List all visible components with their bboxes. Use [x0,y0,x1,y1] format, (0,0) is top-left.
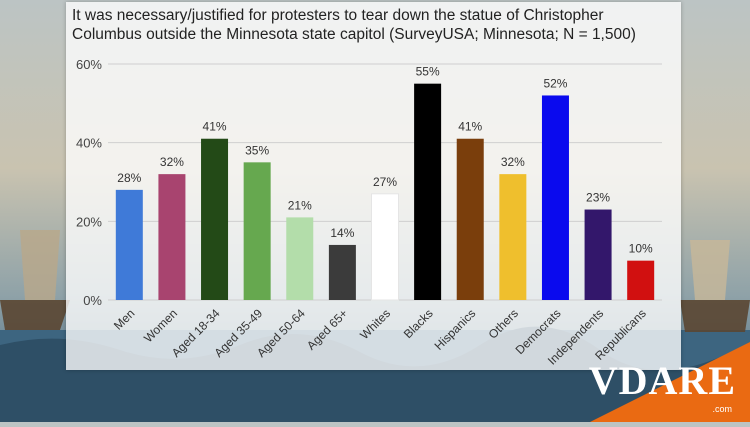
value-label: 41% [203,120,227,134]
bar-men [115,189,143,300]
bar-aged-35-49 [243,162,271,300]
bar-others [499,174,527,300]
y-tick-label: 60% [76,57,102,72]
bar-hispanics [456,138,484,300]
sail-right [690,240,730,300]
bar-independents [584,209,612,300]
value-label: 41% [458,120,482,134]
x-tick-label: Whites [357,306,393,342]
y-tick-label: 20% [76,214,102,229]
bar-women [158,174,186,300]
value-label: 23% [586,191,610,205]
logo-banner-shape [590,342,750,422]
value-label: 21% [288,198,312,212]
bar-democrats [541,95,569,300]
value-label: 52% [543,76,567,90]
value-label: 14% [330,226,354,240]
x-tick-label: Blacks [401,306,436,341]
bar-aged-18-34 [201,138,229,300]
value-label: 28% [117,171,141,185]
value-label: 35% [245,143,269,157]
bar-whites [371,193,399,301]
value-labels: 28% 32% 41% 35% 21% 14% 27% 55% 41% 32% 52% 23% 10% [117,65,653,256]
value-label: 10% [629,242,653,256]
x-tick-label: Women [141,306,180,345]
y-tick-labels: 0% 20% 40% 60% [76,57,102,308]
hull-left [0,300,70,330]
x-tick-label: Others [486,306,521,341]
chart-title: It was necessary/justified for protester… [72,7,636,43]
sail-left [20,230,60,300]
y-tick-label: 40% [76,136,102,151]
bars [115,83,655,301]
bar-blacks [414,83,442,301]
value-label: 32% [160,155,184,169]
y-tick-label: 0% [83,293,102,308]
vdare-logo: VDARE .com [540,332,750,422]
value-label: 27% [373,175,397,189]
logo-suffix: .com [712,404,732,414]
value-label: 32% [501,155,525,169]
bar-republicans [627,260,655,300]
value-label: 55% [416,65,440,79]
logo-text: VDARE [588,358,736,403]
x-tick-label: Men [111,306,137,332]
x-tick-label: Aged 65+ [304,306,350,352]
hull-right [680,300,750,332]
x-tick-label: Hispanics [432,306,479,353]
bar-aged-65- [328,244,356,300]
bar-aged-50-64 [286,217,314,300]
